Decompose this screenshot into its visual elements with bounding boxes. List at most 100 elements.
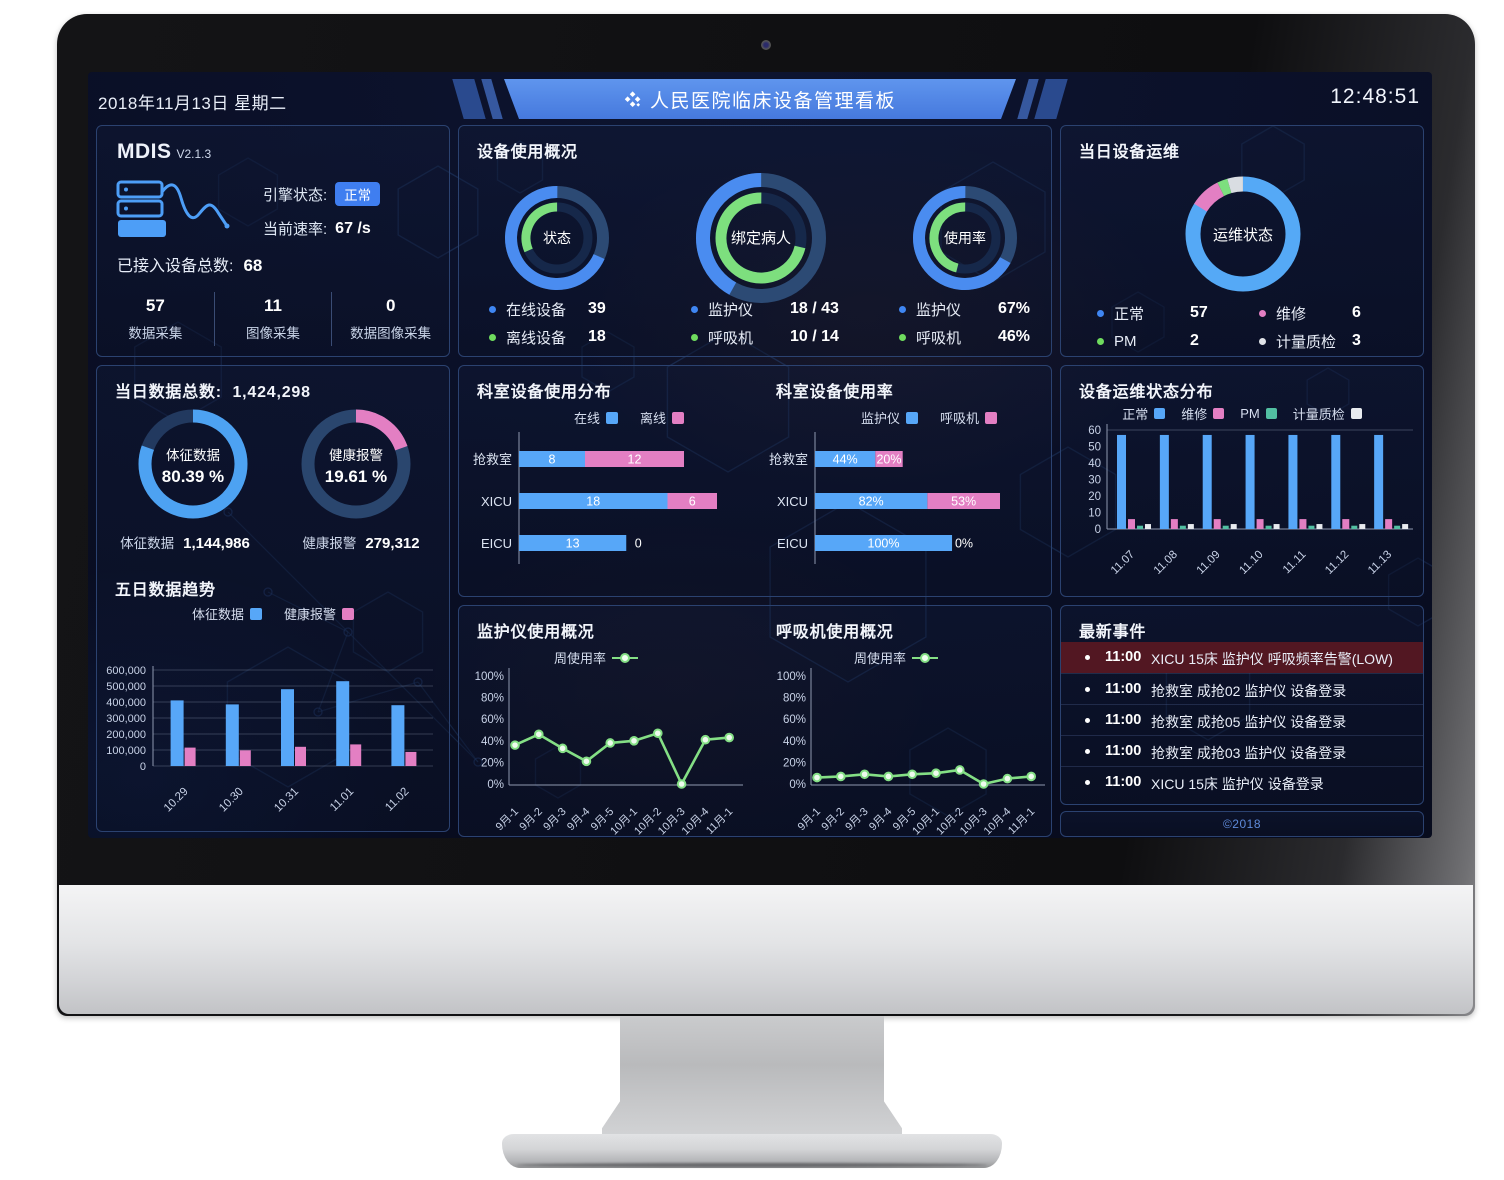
svg-text:0: 0 [140, 761, 146, 773]
ops-title: 当日设备运维 [1079, 144, 1180, 161]
svg-text:11.11: 11.11 [1281, 549, 1309, 577]
engine-status-row: 引擎状态: 正常 [263, 182, 381, 206]
svg-text:0%: 0% [789, 779, 806, 791]
event-text: 抢救室 成抢05 监护仪 设备登录 [1151, 714, 1347, 730]
ops-dist-chart: 60 50 40 30 20 10 0 11.07 11.08 11.09 11.10 11.11 11… [1088, 424, 1413, 577]
svg-text:11.10: 11.10 [1237, 549, 1265, 577]
dashboard-logo-icon [624, 91, 641, 108]
legend-item[interactable]: 监护仪 [861, 408, 918, 427]
monitor-chin [59, 885, 1473, 1014]
legend-item[interactable]: 在线设备 39 [489, 298, 606, 320]
svg-text:0%: 0% [487, 779, 504, 791]
panel-dept-charts: 科室设备使用分布 科室设备使用率 在线 离线 监护仪 呼吸机 抢救室 8 12 XICU 1… [458, 365, 1052, 597]
hbar-dept_rate: 抢救室 44% 20% XICU 82% 53% EICU 100% 0% [769, 432, 1000, 564]
svg-text:6: 6 [689, 495, 696, 509]
event-row[interactable]: 11:00 抢救室 成抢03 监护仪 设备登录 [1061, 735, 1423, 766]
legend-item[interactable]: 体征数据 [192, 604, 262, 623]
svg-text:40%: 40% [481, 736, 504, 748]
legend-item[interactable]: 正常 57 [1097, 302, 1208, 324]
svg-text:XICU: XICU [481, 494, 512, 509]
vent-line-title: 呼吸机使用概况 [776, 624, 894, 641]
event-text: 抢救室 成抢03 监护仪 设备登录 [1151, 745, 1347, 761]
donut-usage_bind: 绑定病人 [696, 173, 826, 303]
panel-ops-today: 当日设备运维 运维状态 正常 57 维修 6 PM 2 计量质检 3 [1060, 125, 1424, 357]
svg-text:600,000: 600,000 [106, 665, 146, 677]
legend-item[interactable]: PM 2 [1097, 330, 1199, 352]
daily-stats-row: 体征数据 1,144,986 健康报警 279,312 [97, 532, 449, 553]
legend-item[interactable]: 健康报警 [284, 604, 355, 623]
svg-text:9月-2: 9月-2 [517, 806, 545, 834]
legend-item[interactable]: 呼吸机 10 / 14 [691, 326, 839, 348]
dept-dist-title: 科室设备使用分布 [477, 384, 612, 401]
donut-daily_alarm: 健康报警 19.61 % [301, 409, 411, 519]
svg-text:EICU: EICU [481, 536, 512, 551]
event-row[interactable]: 11:00 抢救室 成抢02 监护仪 设备登录 [1061, 673, 1423, 704]
svg-text:19.61 %: 19.61 % [325, 467, 387, 486]
svg-text:9月-2: 9月-2 [819, 806, 847, 834]
svg-text:9月-3: 9月-3 [843, 806, 871, 834]
event-row-alert[interactable]: 11:00 XICU 15床 监护仪 呼吸频率告警(LOW) [1061, 642, 1423, 673]
panel-mdis: MDIS V2.1.3 引擎状态: 正常 当前速率: 67 /s [96, 125, 450, 357]
title-banner: 人民医院临床设备管理看板 [452, 79, 1068, 119]
svg-text:100%: 100% [868, 537, 900, 551]
daily-charts: 体征数据 80.39 % 健康报警 19.61 % 600,000 500,000 400,… [106, 409, 433, 815]
panel-device-usage: 设备使用概况 状态 绑定病人 使用率 在线设备 39 离线设备 18 监护仪 18 / 43 呼… [458, 125, 1052, 357]
svg-text:使用率: 使用率 [944, 230, 986, 246]
mdis-stat: 11 图像采集 [213, 292, 332, 346]
mdis-stat: 57 数据采集 [128, 296, 183, 341]
legend-item[interactable]: 离线设备 18 [489, 326, 606, 348]
copyright-text: ©2018 [1222, 817, 1262, 831]
legend-item[interactable]: 离线 [640, 408, 685, 427]
rate-row: 当前速率: 67 /s [263, 219, 371, 239]
legend-item[interactable]: 呼吸机 46% [899, 326, 1030, 348]
svg-text:100,000: 100,000 [106, 745, 146, 757]
usage-donuts: 状态 绑定病人 使用率 [505, 173, 1017, 303]
daily-stat: 健康报警 279,312 [302, 535, 420, 552]
panel-usage-lines: 监护仪使用概况 呼吸机使用概况 周使用率 周使用率 100% 80% 60% 40% 2… [458, 605, 1052, 837]
line-marker-icon [612, 652, 639, 663]
event-row[interactable]: 11:00 抢救室 成抢05 监护仪 设备登录 [1061, 704, 1423, 735]
legend-item[interactable]: 监护仪 67% [899, 298, 1030, 320]
svg-text:9月-4: 9月-4 [565, 806, 593, 834]
events-title: 最新事件 [1079, 624, 1147, 641]
svg-text:11.08: 11.08 [1152, 549, 1180, 577]
donut-usage_rate: 使用率 [913, 186, 1017, 290]
svg-text:11月-1: 11月-1 [704, 806, 735, 837]
svg-text:100%: 100% [475, 671, 504, 683]
svg-text:10.30: 10.30 [217, 786, 246, 815]
legend-item[interactable]: 计量质检 [1293, 404, 1362, 423]
donut-daily_vital: 体征数据 80.39 % [138, 409, 248, 519]
vent-line-legend[interactable]: 周使用率 [854, 648, 939, 667]
svg-text:40: 40 [1088, 458, 1101, 470]
current-time: 12:48:51 [1330, 85, 1420, 108]
svg-text:100%: 100% [777, 671, 806, 683]
banner-stripe [452, 79, 486, 119]
event-row[interactable]: 11:00 XICU 15床 监护仪 设备登录 [1061, 766, 1423, 797]
legend-item[interactable]: 在线 [574, 408, 618, 427]
svg-text:12: 12 [628, 453, 642, 467]
legend-item[interactable]: 维修 [1181, 404, 1225, 423]
dashboard-screen: 2018年11月13日 星期二 12:48:51 人民医院临床设备管理看板 [88, 72, 1432, 838]
svg-text:体征数据: 体征数据 [166, 448, 220, 463]
panel-latest-events: 最新事件 11:00 XICU 15床 监护仪 呼吸频率告警(LOW) 11:00 抢… [1060, 605, 1424, 805]
legend-item[interactable]: 呼吸机 [940, 408, 998, 427]
legend-item[interactable]: 计量质检 3 [1259, 330, 1361, 352]
svg-text:10: 10 [1088, 508, 1101, 520]
ops-donut: 运维状态 [1185, 176, 1301, 292]
event-time: 11:00 [1105, 649, 1142, 665]
dept-bar-charts: 抢救室 8 12 XICU 18 6 EICU 13 0 抢救室 44% 20% XICU 82% 53% E… [473, 432, 1000, 564]
ops-dist-legend: 正常 维修 PM 计量质检 [1061, 404, 1423, 423]
legend-item[interactable]: 正常 [1122, 404, 1166, 423]
svg-text:11.07: 11.07 [1109, 549, 1137, 577]
monitor-line-legend[interactable]: 周使用率 [554, 648, 639, 667]
svg-text:80%: 80% [783, 693, 806, 705]
svg-text:EICU: EICU [777, 536, 808, 551]
svg-text:50: 50 [1088, 442, 1101, 454]
mdis-stat: 0 数据图像采集 [331, 292, 449, 346]
legend-item[interactable]: 维修 6 [1259, 302, 1361, 324]
svg-text:20%: 20% [876, 453, 901, 467]
legend-item[interactable]: 监护仪 18 / 43 [691, 298, 839, 320]
panel-daily-data: 当日数据总数: 1,424,298 体征数据 80.39 % 健康报警 19.61 %… [96, 365, 450, 832]
event-time: 11:00 [1105, 712, 1142, 728]
legend-item[interactable]: PM [1240, 406, 1277, 421]
